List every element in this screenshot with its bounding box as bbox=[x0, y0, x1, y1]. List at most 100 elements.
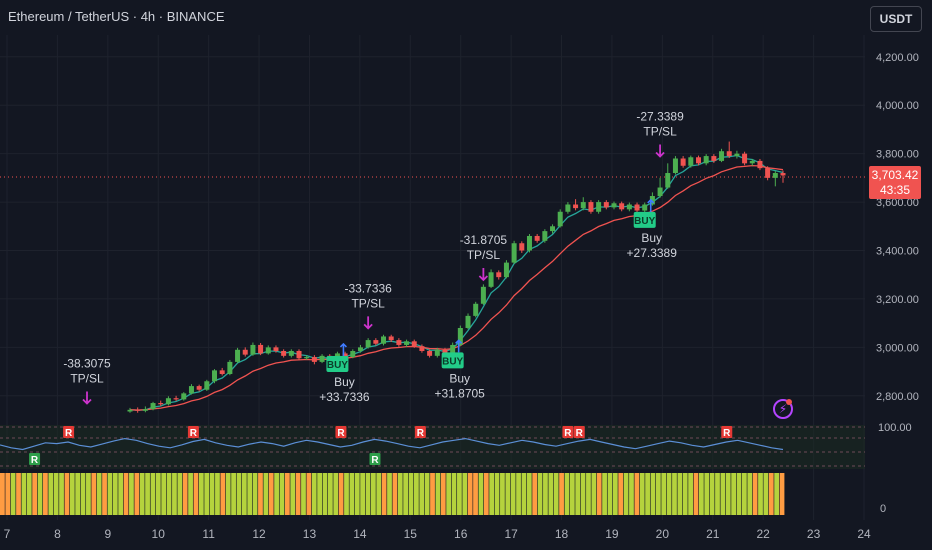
candle-body bbox=[557, 211, 563, 227]
tp-sl-arrow-icon bbox=[82, 391, 92, 405]
tp-sl-arrow-icon bbox=[363, 316, 373, 330]
heatmap-bar bbox=[75, 473, 81, 515]
candle-body bbox=[688, 157, 694, 166]
heatmap-bar bbox=[360, 473, 366, 515]
heatmap-bar bbox=[150, 473, 156, 515]
candle-body bbox=[219, 370, 225, 374]
candle-body bbox=[142, 409, 148, 411]
y-tick-label: 3,200.00 bbox=[876, 294, 919, 306]
candle-body bbox=[173, 398, 179, 400]
heatmap-bar bbox=[64, 473, 70, 515]
candle-body bbox=[488, 272, 494, 287]
heatmap-bar bbox=[634, 473, 640, 515]
candle-body bbox=[342, 353, 348, 358]
heatmap-bar bbox=[510, 473, 516, 515]
candle-body bbox=[496, 272, 502, 278]
rsi-marker-label: R bbox=[417, 428, 425, 439]
x-tick-label: 7 bbox=[4, 527, 11, 541]
y-tick-label: 4,200.00 bbox=[876, 52, 919, 64]
candle-body bbox=[381, 336, 387, 344]
heatmap-bar bbox=[618, 473, 624, 515]
heatmap-bar bbox=[301, 473, 306, 515]
heatmap-bar bbox=[629, 473, 634, 515]
candle-body bbox=[672, 158, 678, 174]
candle-body bbox=[181, 393, 187, 400]
heatmap-bar bbox=[419, 473, 425, 515]
x-tick-label: 8 bbox=[54, 527, 61, 541]
x-tick-label: 19 bbox=[605, 527, 619, 541]
symbol-title[interactable]: Ethereum / TetherUS · 4h · BINANCE bbox=[8, 9, 225, 24]
trade-signals: BUYBuy+33.7336-33.7336TP/SLBUYBuy+31.870… bbox=[63, 109, 684, 405]
heatmap-bar bbox=[548, 473, 554, 515]
rsi-marker bbox=[29, 453, 41, 465]
buy-value: +27.3389 bbox=[627, 246, 678, 260]
buy-arrow-icon bbox=[339, 342, 347, 356]
candle-body bbox=[311, 357, 317, 362]
heatmap-bar bbox=[188, 473, 193, 515]
heatmap-bar bbox=[650, 473, 656, 515]
heatmap-bar bbox=[204, 473, 210, 515]
candle-body bbox=[427, 350, 433, 356]
candle-body bbox=[204, 381, 210, 390]
candle-body bbox=[127, 409, 133, 412]
heatmap-bar bbox=[758, 473, 763, 515]
candle-body bbox=[419, 346, 425, 351]
currency-button[interactable]: USDT bbox=[870, 6, 922, 32]
heatmap-bar bbox=[569, 473, 575, 515]
heatmap-bar bbox=[96, 473, 102, 515]
heatmap-bar bbox=[586, 473, 591, 515]
notification-dot bbox=[786, 399, 792, 405]
x-tick-label: 13 bbox=[303, 527, 317, 541]
heatmap-bar bbox=[720, 473, 726, 515]
heatmap-bar bbox=[311, 473, 317, 515]
candle-body bbox=[772, 173, 778, 178]
candle-body bbox=[227, 361, 233, 374]
ema-lines bbox=[129, 154, 784, 411]
heatmap-bar bbox=[177, 473, 183, 515]
heatmap-bar bbox=[747, 473, 753, 515]
heatmap-bar bbox=[381, 473, 387, 515]
heatmap-bar bbox=[414, 473, 419, 515]
rsi-marker bbox=[63, 426, 75, 438]
heatmap-bar bbox=[403, 473, 409, 515]
heatmap-bar bbox=[354, 473, 360, 515]
candle-body bbox=[258, 344, 264, 354]
heatmap-bar bbox=[763, 473, 769, 515]
heatmap-bar bbox=[580, 473, 586, 515]
heatmap-bar bbox=[102, 473, 107, 515]
candle-body bbox=[388, 336, 394, 341]
heatmap-bar bbox=[693, 473, 699, 515]
candle-body bbox=[734, 153, 740, 157]
tp-sl-value: -33.7336 bbox=[344, 281, 392, 295]
heatmap-bar bbox=[252, 473, 258, 515]
heatmap-bar bbox=[172, 473, 177, 515]
heatmap-bar bbox=[677, 473, 683, 515]
heatmap-bar bbox=[591, 473, 597, 515]
candle-body bbox=[726, 151, 732, 157]
lightning-icon[interactable]: ⚡ bbox=[773, 399, 793, 419]
buy-label: Buy bbox=[334, 375, 355, 389]
heatmap-bar bbox=[543, 473, 548, 515]
heatmap-bar bbox=[494, 473, 500, 515]
heatmap-bar bbox=[698, 473, 704, 515]
buy-badge bbox=[633, 211, 656, 228]
heatmap-bar bbox=[215, 473, 220, 515]
rsi-line bbox=[0, 437, 784, 451]
candle-body bbox=[765, 168, 771, 178]
heatmap-bar bbox=[446, 473, 452, 515]
candle-body bbox=[519, 243, 525, 251]
heatmap-bar bbox=[462, 473, 468, 515]
candles bbox=[127, 141, 786, 413]
heatmap-bar bbox=[284, 473, 290, 515]
heatmap-bar bbox=[258, 473, 263, 515]
heatmap-bar bbox=[37, 473, 43, 515]
heatmap-bar bbox=[457, 473, 462, 515]
heatmap-bar bbox=[435, 473, 441, 515]
buy-badge-label: BUY bbox=[442, 356, 463, 367]
heatmap-bar bbox=[639, 473, 645, 515]
x-tick-label: 10 bbox=[152, 527, 166, 541]
candle-body bbox=[165, 398, 171, 405]
heatmap-bar bbox=[607, 473, 613, 515]
x-tick-label: 12 bbox=[252, 527, 266, 541]
